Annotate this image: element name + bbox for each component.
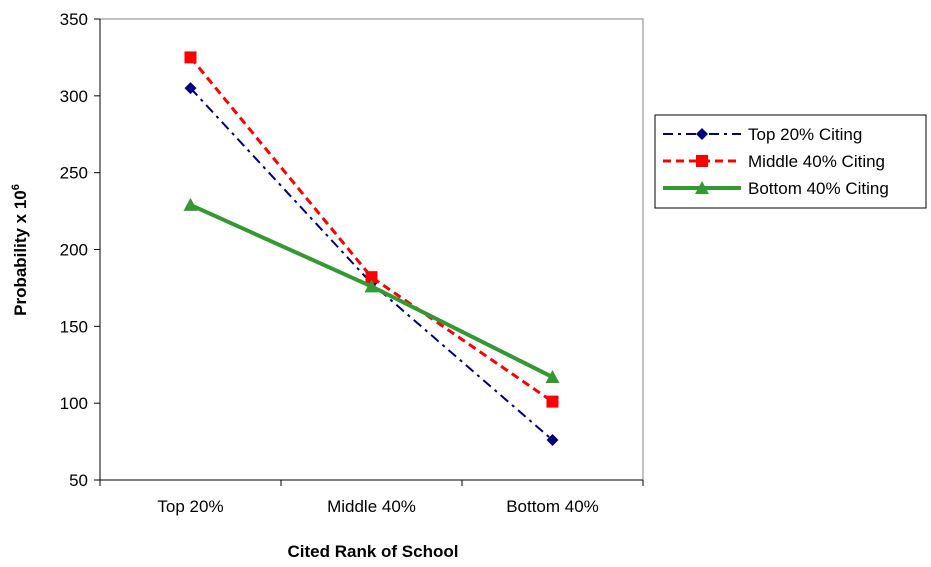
legend-label: Bottom 40% Citing bbox=[748, 179, 889, 198]
y-axis-title-exponent: 6 bbox=[10, 184, 22, 190]
legend-marker bbox=[696, 155, 708, 167]
series-layer bbox=[183, 51, 560, 447]
data-point bbox=[365, 271, 378, 284]
legend-item: Middle 40% Citing bbox=[663, 152, 885, 171]
x-axis-title: Cited Rank of School bbox=[288, 542, 459, 561]
data-point bbox=[546, 395, 559, 408]
legend-marker bbox=[695, 181, 709, 194]
legend-label: Middle 40% Citing bbox=[748, 152, 885, 171]
legend-item: Top 20% Citing bbox=[663, 125, 862, 144]
data-point bbox=[545, 370, 560, 384]
legend: Top 20% Citing Middle 40% Citing Bottom 40… bbox=[654, 114, 927, 209]
x-tick-label: Middle 40% bbox=[327, 497, 416, 516]
y-tick-label: 300 bbox=[60, 87, 88, 106]
y-tick-label: 50 bbox=[69, 471, 88, 490]
y-axis-title-base: Probability x 10 bbox=[11, 190, 30, 316]
data-point bbox=[546, 434, 559, 447]
y-axis-title: Probability x 106 bbox=[10, 184, 30, 316]
data-point bbox=[364, 279, 379, 293]
y-tick-label: 350 bbox=[60, 10, 88, 29]
x-tick-label: Top 20% bbox=[157, 497, 223, 516]
y-tick-label: 250 bbox=[60, 164, 88, 183]
series-2 bbox=[184, 51, 559, 408]
y-tick-label: 100 bbox=[60, 394, 88, 413]
plot-frame bbox=[99, 18, 644, 481]
legend-marker bbox=[696, 128, 708, 140]
legend-item: Bottom 40% Citing bbox=[663, 179, 889, 198]
data-point bbox=[184, 51, 197, 64]
series-line bbox=[189, 56, 554, 403]
legend-label: Top 20% Citing bbox=[748, 125, 862, 144]
plot-area bbox=[99, 18, 644, 481]
axes: 50 100 150 200 250 300 350 Top 20% Middle 40% Bot… bbox=[60, 10, 644, 516]
data-point bbox=[184, 82, 197, 95]
series-3 bbox=[183, 197, 560, 384]
x-tick-label: Bottom 40% bbox=[506, 497, 599, 516]
y-tick-label: 150 bbox=[60, 317, 88, 336]
y-tick-label: 200 bbox=[60, 241, 88, 260]
data-point bbox=[183, 197, 198, 211]
